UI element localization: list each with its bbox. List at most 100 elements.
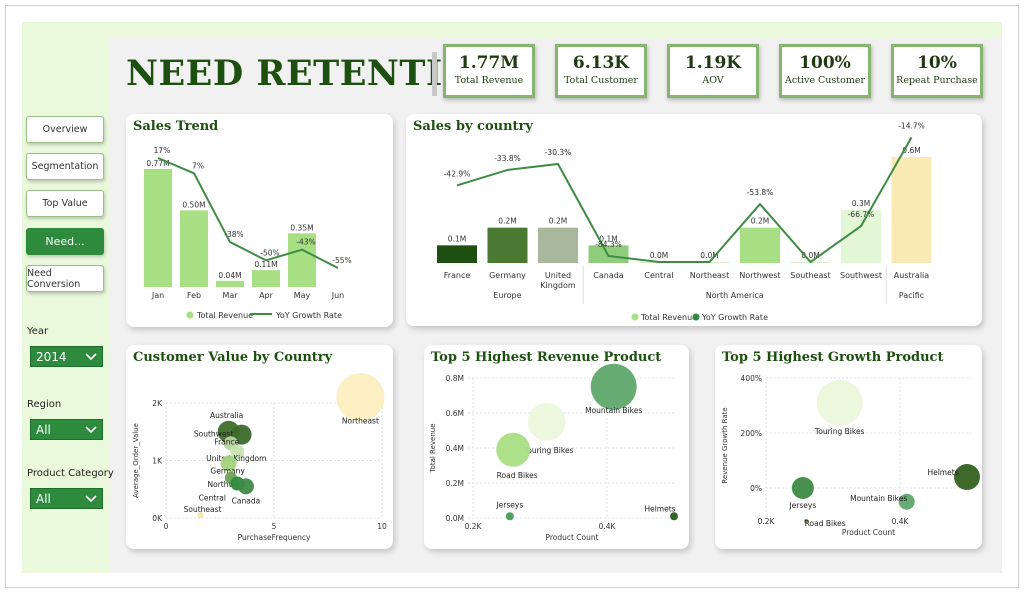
bar-data-label: 0.1M bbox=[448, 234, 466, 243]
x-tick-label: 10 bbox=[377, 522, 387, 531]
bar-data-label: 0.0M bbox=[700, 251, 718, 260]
y-tick-label: 0.6M bbox=[446, 409, 464, 418]
bar-data-label: 0.11M bbox=[254, 260, 277, 269]
nav-need-retention-button[interactable]: Need... bbox=[26, 228, 104, 255]
point-label: Germany bbox=[210, 466, 245, 475]
region-filter-value: All bbox=[36, 422, 51, 437]
x-tick-label: Southeast bbox=[790, 271, 830, 280]
y-tick-label: 200% bbox=[741, 429, 762, 438]
x-tick-label: Kingdom bbox=[540, 281, 576, 290]
region-filter-dropdown[interactable]: All bbox=[30, 419, 103, 440]
sidebar bbox=[22, 22, 110, 573]
nav-overview-button[interactable]: Overview bbox=[26, 116, 104, 143]
growth-data-label: -33.8% bbox=[494, 154, 521, 163]
y-tick-label: 0K bbox=[152, 514, 163, 523]
scatter-point bbox=[590, 363, 637, 410]
scatter-point bbox=[670, 512, 678, 521]
nav-top-value-button[interactable]: Top Value bbox=[26, 190, 104, 217]
point-label: Northwest bbox=[208, 480, 247, 489]
y-axis-label: Revenue Growth Rate bbox=[721, 407, 729, 483]
x-tick-label: France bbox=[444, 271, 471, 280]
x-tick-label: Southwest bbox=[840, 271, 882, 280]
customer-value-title: Customer Value by Country bbox=[133, 350, 333, 365]
kpi-value: 1.19K bbox=[684, 53, 742, 73]
top-band bbox=[110, 22, 1002, 37]
point-label: Northeast bbox=[342, 416, 379, 425]
kpi-value: 1.77M bbox=[458, 53, 520, 73]
bar-data-label: 0.04M bbox=[218, 271, 241, 280]
year-filter-dropdown[interactable]: 2014 bbox=[30, 346, 103, 367]
point-label: Jerseys bbox=[495, 500, 523, 509]
sales-trend-chart: 0.77M Jan 0.50M Feb 0.04M Mar 0.11M Apr 0.35M May… bbox=[144, 146, 352, 320]
scatter-point bbox=[237, 478, 254, 495]
x-tick-label: Jun bbox=[331, 291, 345, 300]
x-tick-label: 0.2K bbox=[758, 517, 776, 526]
scatter-point bbox=[816, 379, 863, 426]
y-tick-label: 0.8M bbox=[446, 374, 464, 383]
scatter-point bbox=[505, 512, 514, 521]
bar-data-label: 0.6M bbox=[902, 146, 920, 155]
sales-trend-title: Sales Trend bbox=[133, 119, 219, 134]
growth-data-label: -38% bbox=[224, 230, 243, 239]
chevron-down-icon bbox=[85, 353, 97, 361]
kpi-label: Total Customer bbox=[564, 75, 638, 86]
scatter-point bbox=[230, 444, 245, 459]
category-filter-dropdown[interactable]: All bbox=[30, 488, 103, 509]
scatter-point bbox=[527, 402, 566, 441]
x-axis-label: PurchaseFrequency bbox=[238, 533, 311, 542]
kpi-repeat-purchase: 10% Repeat Purchase bbox=[891, 44, 983, 98]
kpi-label: AOV bbox=[702, 75, 724, 86]
y-tick-label: 0.0M bbox=[446, 514, 464, 523]
year-filter-label: Year bbox=[27, 326, 49, 337]
x-tick-label: 0.4K bbox=[599, 522, 617, 531]
customer-value-chart: 0K 1K 2K 0 5 10 PurchaseFrequency Average_Order… bbox=[132, 373, 387, 542]
growth-data-label: -30.3% bbox=[545, 148, 572, 157]
top-growth-chart: 0% 200% 400% 0.2K 0.4K Product Count Revenue G… bbox=[721, 374, 980, 537]
point-label: France bbox=[214, 437, 239, 446]
scatter-point bbox=[496, 432, 531, 467]
y-tick-label: 1K bbox=[152, 457, 163, 466]
point-label: Canada bbox=[232, 496, 261, 505]
point-label: Southeast bbox=[184, 505, 222, 514]
kpi-value: 100% bbox=[799, 53, 851, 73]
top-growth-card: Top 5 Highest Growth Product 0% 200% 400% 0… bbox=[715, 345, 982, 549]
x-axis-label: Product Count bbox=[545, 533, 598, 542]
y-axis-label: Average_Order_Value bbox=[132, 423, 140, 498]
growth-line bbox=[456, 136, 913, 264]
scatter-point bbox=[954, 464, 980, 490]
revenue-bar bbox=[891, 157, 932, 263]
sales-by-country-card: Sales by country 0.1M France 0.2M Germany 0.… bbox=[406, 114, 982, 326]
revenue-bar bbox=[740, 227, 780, 263]
x-tick-label: 5 bbox=[272, 522, 277, 531]
group-label: Europe bbox=[493, 291, 521, 300]
revenue-bar bbox=[288, 233, 316, 287]
nav-segmentation-button[interactable]: Segmentation bbox=[26, 153, 104, 180]
growth-line bbox=[157, 157, 339, 269]
kpi-label: Total Revenue bbox=[454, 75, 524, 86]
x-tick-label: Apr bbox=[259, 291, 274, 300]
growth-data-label: -66.7% bbox=[848, 210, 875, 219]
point-label: Mountain Bikes bbox=[850, 494, 907, 503]
customer-value-card: Customer Value by Country 0K 1K 2K 0 5 10 Purc… bbox=[126, 345, 393, 549]
scatter-point bbox=[804, 519, 809, 523]
bar-data-label: 0.50M bbox=[182, 200, 205, 209]
legend-label: YoY Growth Rate bbox=[275, 311, 342, 320]
top-growth-title: Top 5 Highest Growth Product bbox=[722, 350, 944, 365]
legend-swatch-revenue bbox=[631, 313, 639, 321]
revenue-bar bbox=[180, 210, 208, 287]
page-title: NEED RETENTION bbox=[126, 53, 507, 94]
scatter-point bbox=[336, 373, 385, 422]
x-tick-label: Mar bbox=[222, 291, 238, 300]
point-label: Mountain Bikes bbox=[585, 406, 642, 415]
growth-data-label: -53.8% bbox=[747, 188, 774, 197]
growth-data-label: -55% bbox=[332, 256, 351, 265]
nav-need-conversion-button[interactable]: Need Conversion bbox=[26, 265, 104, 292]
growth-data-label: 17% bbox=[154, 146, 171, 155]
growth-data-label: -14.7% bbox=[898, 121, 925, 130]
y-tick-label: 0% bbox=[750, 484, 762, 493]
point-label: Australia bbox=[210, 411, 243, 420]
revenue-bar bbox=[144, 169, 172, 287]
point-label: Helmets bbox=[644, 504, 675, 513]
point-label: Touring Bikes bbox=[523, 446, 574, 455]
